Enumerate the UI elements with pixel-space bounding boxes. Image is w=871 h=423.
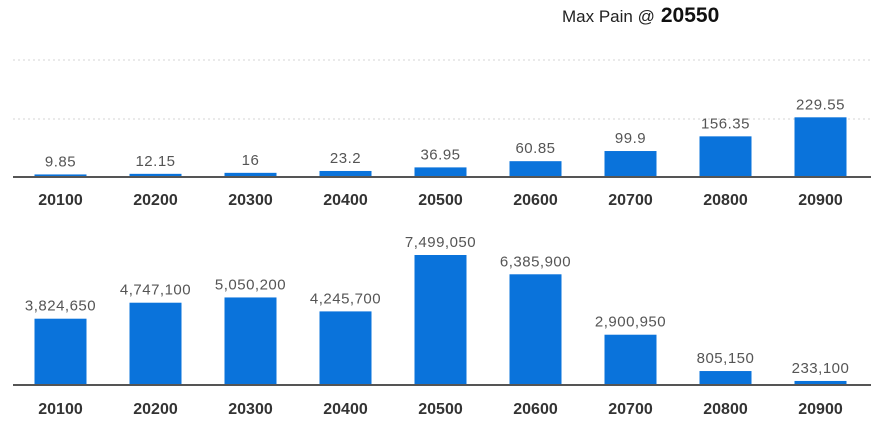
bar: [414, 167, 467, 177]
x-tick-label: 20900: [798, 192, 843, 209]
data-label: 9.85: [45, 153, 76, 170]
bar: [604, 151, 657, 177]
bar: [129, 173, 182, 177]
data-label: 156.35: [701, 115, 750, 132]
x-tick-label: 20400: [323, 401, 368, 418]
x-tick-label: 20600: [513, 192, 558, 209]
data-label: 16: [242, 152, 260, 169]
x-tick-label: 20800: [703, 401, 748, 418]
data-label: 4,747,100: [120, 282, 191, 299]
max-pain-label: Max Pain @: [562, 7, 655, 26]
x-tick-label: 20700: [608, 401, 653, 418]
premium-chart: 9.85 20100 12.15 20200 16 20300 23.2 20400 36.95…: [13, 59, 871, 209]
data-label: 60.85: [515, 140, 555, 157]
data-label: 229.55: [796, 96, 845, 113]
x-tick-label: 20700: [608, 192, 653, 209]
data-label: 3,824,650: [25, 298, 96, 315]
bar: [509, 161, 562, 177]
bar: [604, 334, 657, 385]
data-label: 36.95: [420, 146, 460, 163]
data-label: 4,245,700: [310, 290, 381, 307]
data-label: 5,050,200: [215, 276, 286, 293]
x-tick-label: 20900: [798, 401, 843, 418]
x-tick-label: 20300: [228, 192, 273, 209]
x-tick-label: 20600: [513, 401, 558, 418]
x-tick-label: 20400: [323, 192, 368, 209]
max-pain-header: Max Pain @ 20550: [562, 4, 719, 28]
open-interest-chart: 3,824,650 20100 4,747,100 20200 5,050,200 203…: [13, 234, 871, 418]
x-tick-label: 20500: [418, 401, 463, 418]
x-tick-label: 20100: [38, 192, 83, 209]
bar: [794, 380, 847, 385]
data-label: 805,150: [697, 350, 755, 367]
data-label: 7,499,050: [405, 234, 476, 251]
max-pain-value: 20550: [660, 4, 720, 27]
data-label: 2,900,950: [595, 314, 666, 331]
bar: [319, 170, 372, 177]
x-tick-label: 20500: [418, 192, 463, 209]
bar: [699, 371, 752, 385]
bar: [699, 136, 752, 177]
data-label: 12.15: [135, 153, 175, 170]
data-label: 23.2: [330, 150, 361, 167]
bar: [224, 172, 277, 177]
bar: [509, 274, 562, 385]
x-tick-label: 20200: [133, 401, 178, 418]
x-tick-label: 20100: [38, 401, 83, 418]
bar: [794, 117, 847, 177]
data-label: 233,100: [792, 360, 850, 377]
data-label: 99.9: [615, 130, 646, 147]
bar: [414, 255, 467, 385]
x-tick-label: 20800: [703, 192, 748, 209]
data-label: 6,385,900: [500, 253, 571, 270]
x-tick-label: 20300: [228, 401, 273, 418]
x-tick-label: 20200: [133, 192, 178, 209]
bar: [319, 311, 372, 385]
bar: [34, 174, 87, 177]
bar: [224, 297, 277, 385]
bar: [34, 318, 87, 385]
bar: [129, 302, 182, 385]
